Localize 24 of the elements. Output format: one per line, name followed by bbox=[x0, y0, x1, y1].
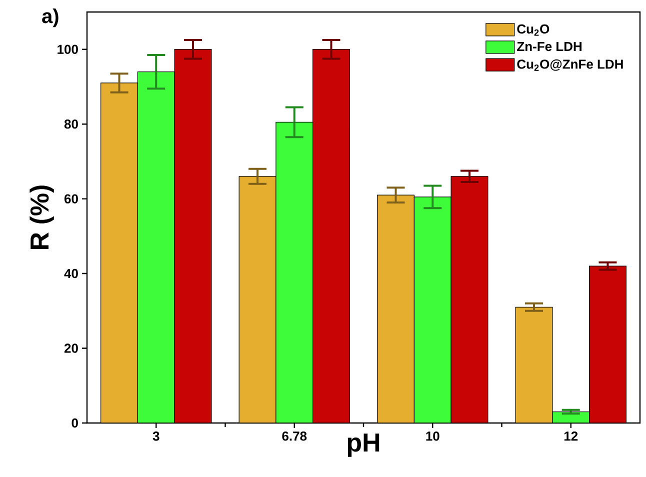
y-tick-label: 20 bbox=[64, 344, 78, 353]
legend-label: Zn-Fe LDH bbox=[517, 42, 582, 52]
bar bbox=[450, 176, 488, 423]
x-tick-label: 10 bbox=[426, 432, 440, 441]
bar bbox=[137, 71, 175, 423]
legend-label: Cu$_{2}$O@ZnFe LDH bbox=[517, 59, 623, 71]
y-tick-label: 60 bbox=[64, 194, 78, 204]
y-tick-label: 40 bbox=[64, 268, 78, 278]
bar bbox=[276, 122, 314, 423]
x-tick-label: 3 bbox=[152, 432, 160, 441]
y-tick-label: 80 bbox=[64, 119, 78, 129]
y-tick-label: 100 bbox=[58, 44, 78, 54]
bar bbox=[414, 196, 452, 423]
bar bbox=[589, 266, 626, 423]
x-axis-title: pH bbox=[348, 434, 380, 457]
x-tick-label: 6.78 bbox=[282, 432, 307, 441]
bar bbox=[312, 49, 350, 423]
text: a) bbox=[42, 8, 58, 28]
bar bbox=[552, 411, 590, 423]
legend-label: Cu$_{2}$O bbox=[517, 24, 550, 36]
y-axis-title: R (%) bbox=[30, 186, 54, 249]
x-tick-label: 12 bbox=[564, 432, 578, 441]
y-tick-label: 0 bbox=[72, 418, 78, 428]
bar bbox=[174, 49, 212, 423]
